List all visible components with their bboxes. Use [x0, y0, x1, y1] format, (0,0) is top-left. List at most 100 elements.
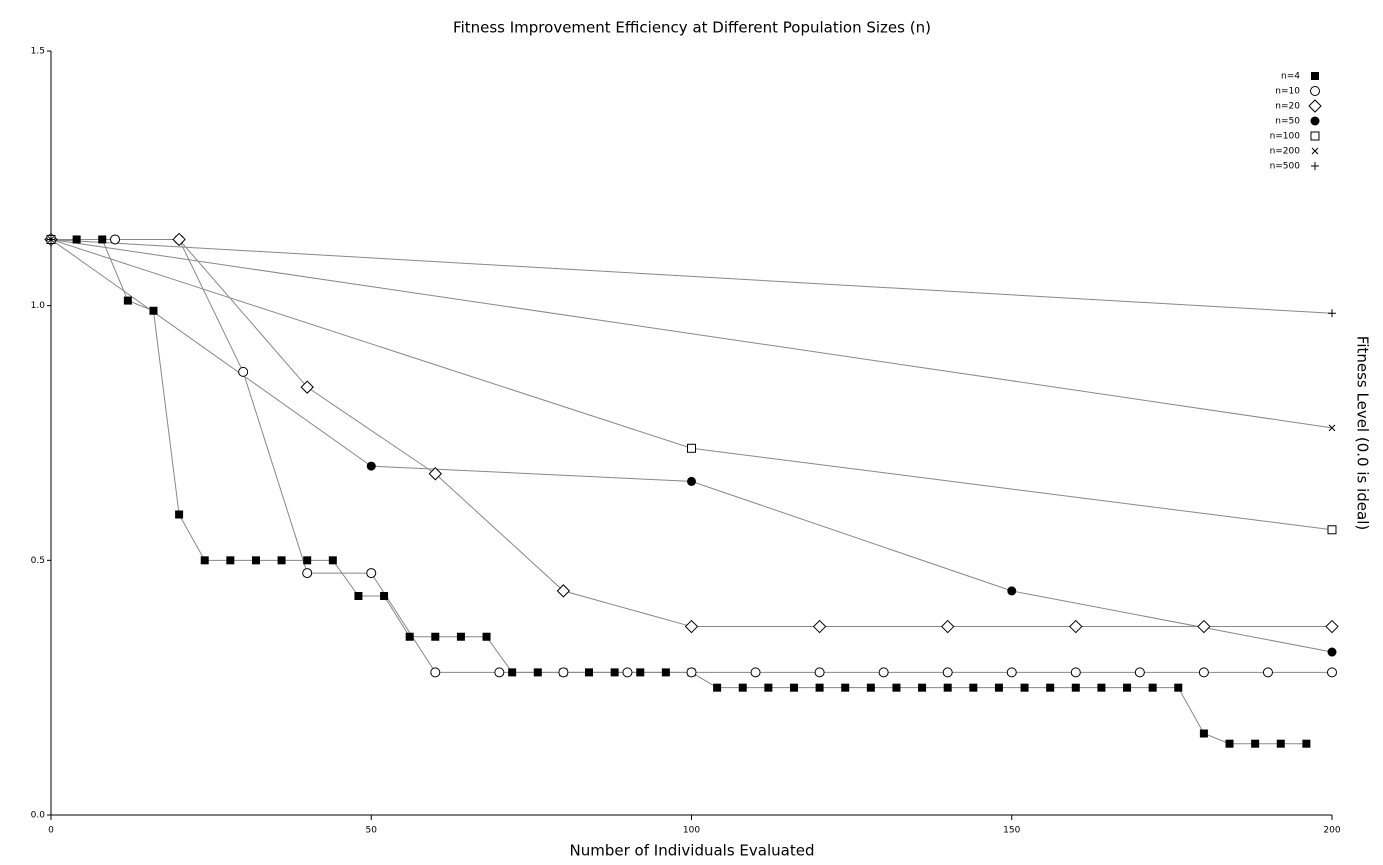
data-point	[1225, 739, 1234, 748]
legend-label: n=10	[1275, 87, 1300, 97]
x-tick-label: 50	[366, 826, 378, 836]
data-point	[636, 668, 645, 677]
data-point	[622, 667, 633, 678]
data-point	[1302, 739, 1311, 748]
y-tick-label: 0.0	[31, 811, 46, 821]
data-point	[558, 667, 569, 678]
data-point	[110, 234, 121, 245]
data-point	[1020, 683, 1029, 692]
data-point	[238, 366, 249, 377]
data-point	[431, 632, 440, 641]
data-point	[1328, 309, 1336, 318]
data-point	[815, 683, 824, 692]
data-point	[47, 235, 55, 244]
data-point	[994, 683, 1003, 692]
data-point	[1134, 667, 1145, 678]
data-point	[508, 668, 517, 677]
data-point	[943, 683, 952, 692]
data-point	[940, 619, 955, 634]
data-point	[1071, 683, 1080, 692]
y-tick-label: 1.0	[31, 301, 46, 311]
data-point	[687, 476, 696, 486]
data-point	[841, 683, 850, 692]
data-point	[1327, 525, 1337, 535]
data-point	[277, 556, 286, 565]
legend-label: n=200	[1270, 147, 1301, 157]
data-point	[366, 461, 376, 471]
data-point	[428, 467, 443, 481]
data-point	[878, 667, 889, 678]
legend-marker	[1310, 131, 1320, 141]
data-point	[585, 668, 594, 677]
data-point	[713, 683, 722, 692]
data-point	[764, 683, 773, 692]
series-line	[51, 238, 1307, 745]
legend-marker	[1311, 162, 1319, 170]
y-axis-title: Fitness Level (0.0 is ideal)	[1354, 336, 1372, 530]
y-tick-label: 1.5	[31, 47, 45, 57]
data-point	[1097, 683, 1106, 692]
series-line	[51, 238, 1332, 628]
data-point	[610, 668, 619, 677]
data-point	[405, 632, 414, 641]
series-line	[50, 238, 1333, 314]
data-point	[969, 683, 978, 692]
data-point	[1070, 667, 1081, 678]
data-point	[494, 667, 505, 678]
data-point	[1327, 647, 1337, 657]
data-point	[1276, 739, 1285, 748]
data-point	[1174, 683, 1183, 692]
x-tick-label: 150	[1003, 826, 1020, 836]
data-point	[1251, 739, 1260, 748]
legend-label: n=100	[1270, 132, 1301, 142]
data-point	[1197, 619, 1211, 634]
data-point	[1327, 667, 1337, 678]
data-point	[1069, 619, 1083, 634]
data-point	[149, 306, 158, 315]
data-point	[789, 683, 798, 692]
x-tick-label: 200	[1323, 826, 1340, 836]
legend-label: n=4	[1281, 72, 1300, 82]
series-line	[50, 238, 1333, 429]
data-point	[812, 619, 827, 634]
data-point	[661, 668, 670, 677]
data-point	[482, 632, 491, 641]
data-point	[1123, 683, 1132, 692]
data-point	[686, 667, 697, 678]
data-point	[302, 568, 313, 579]
legend-label: n=20	[1275, 102, 1300, 112]
data-point	[687, 443, 696, 453]
legend-label: n=50	[1275, 117, 1300, 127]
data-point	[942, 667, 953, 678]
chart-title: Fitness Improvement Efficiency at Differ…	[453, 19, 931, 37]
x-axis-title: Number of Individuals Evaluated	[570, 842, 815, 860]
x-tick-label: 0	[48, 826, 54, 836]
data-point	[354, 591, 363, 600]
data-point	[123, 296, 132, 305]
data-point	[892, 683, 901, 692]
y-tick-label: 0.5	[31, 556, 45, 566]
data-point	[172, 232, 186, 247]
legend-label: n=500	[1270, 162, 1301, 172]
legend-marker	[1310, 86, 1320, 96]
x-tick-label: 100	[683, 826, 700, 836]
legend-marker	[1311, 72, 1319, 80]
data-point	[918, 683, 927, 692]
data-point	[1007, 586, 1017, 596]
data-point	[430, 667, 441, 678]
data-point	[456, 632, 465, 641]
data-point	[1198, 667, 1209, 678]
series-line	[51, 238, 1332, 673]
series-line	[50, 238, 1333, 531]
data-point	[1325, 619, 1339, 634]
legend-marker	[1308, 99, 1322, 113]
data-point	[366, 568, 377, 579]
data-point	[72, 235, 81, 244]
data-point	[1328, 424, 1336, 432]
data-point	[1046, 683, 1055, 692]
data-point	[814, 667, 825, 678]
legend-marker	[1311, 147, 1319, 155]
data-point	[1199, 729, 1208, 738]
